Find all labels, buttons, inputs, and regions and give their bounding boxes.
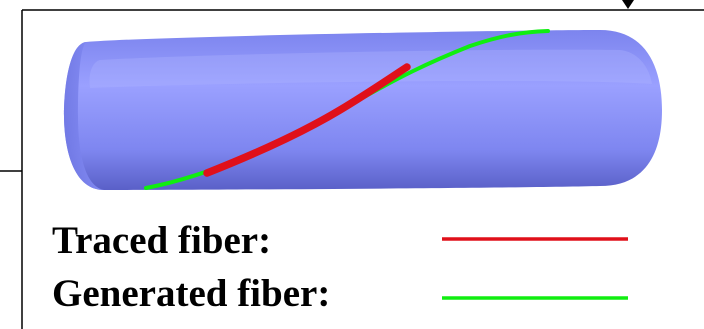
traced-fiber-curve <box>203 63 411 177</box>
cylinder-highlight <box>89 49 652 88</box>
cylinder-left-cap <box>64 42 104 190</box>
frame-arrow-head <box>622 0 634 9</box>
legend-generated-label: Generated fiber: <box>52 272 331 315</box>
legend-traced-label: Traced fiber: <box>52 219 272 262</box>
cylinder-body <box>64 30 662 190</box>
